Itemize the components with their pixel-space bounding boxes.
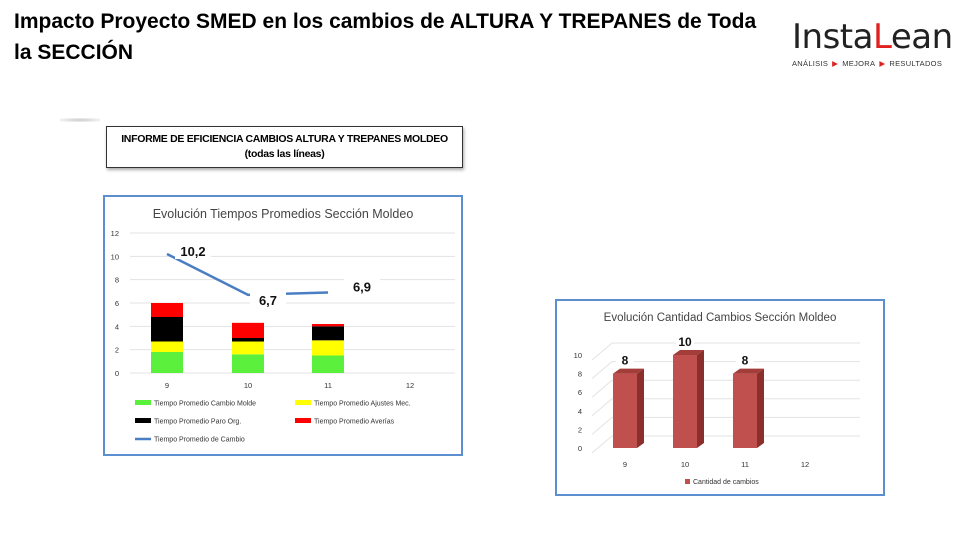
x-tick-label: 9 — [623, 460, 627, 469]
bar-top — [673, 350, 704, 355]
legend-swatch — [135, 400, 151, 405]
y-tick-label: 6 — [115, 299, 119, 308]
gridline — [591, 435, 860, 454]
changes-chart: Evolución Cantidad Cambios Sección Molde… — [555, 299, 885, 496]
y-tick-label: 6 — [578, 388, 582, 397]
y-tick-label: 4 — [578, 407, 582, 416]
y-tick-label: 10 — [111, 252, 119, 261]
x-tick-label: 11 — [324, 381, 332, 390]
data-label-bg — [175, 243, 211, 259]
x-tick-label: 9 — [165, 381, 169, 390]
legend-label: Tiempo Promedio de Cambio — [154, 437, 245, 444]
bar-segment — [232, 322, 264, 338]
gridline — [591, 416, 860, 435]
slide-title: Impacto Proyecto SMED en los cambios de … — [14, 10, 757, 64]
bar — [673, 355, 697, 448]
x-tick-label: 11 — [741, 460, 749, 469]
data-label-bg — [676, 335, 694, 348]
y-tick-label: 4 — [115, 322, 119, 331]
bar-side — [697, 350, 704, 448]
gridline — [591, 398, 860, 417]
logo-tagline: ANÁLISIS ▶ MEJORA ▶ RESULTADOS — [792, 59, 943, 68]
legend-swatch — [685, 479, 690, 484]
decorative-shadow — [60, 118, 100, 122]
report-title-box: INFORME DE EFICIENCIA CAMBIOS ALTURA Y T… — [106, 126, 463, 168]
bar-segment — [232, 341, 264, 355]
bar-segment — [312, 340, 344, 356]
y-tick-label: 2 — [115, 346, 119, 355]
changes-chart-svg: Evolución Cantidad Cambios Sección Molde… — [574, 312, 860, 486]
y-tick-label: 8 — [115, 276, 119, 285]
bar-segment — [312, 326, 344, 341]
bar — [733, 373, 757, 448]
y-tick-label: 10 — [574, 351, 582, 360]
y-tick-label: 0 — [578, 444, 582, 453]
y-tick-label: 2 — [578, 425, 582, 434]
data-label: 8 — [742, 354, 749, 368]
legend-swatch — [295, 418, 311, 423]
data-label-bg — [736, 353, 754, 367]
line-series — [166, 252, 329, 297]
y-tick-label: 8 — [578, 370, 582, 379]
x-tick-label: 12 — [406, 381, 414, 390]
report-subtitle: (todas las líneas) — [244, 148, 325, 160]
legend-label: Tiempo Promedio Averías — [314, 419, 395, 426]
data-label: 10,2 — [180, 244, 205, 259]
times-chart: Evolución Tiempos Promedios Sección Mold… — [103, 195, 463, 456]
bar — [613, 373, 637, 448]
gridline — [591, 361, 860, 379]
instalean-logo: InstaLean ANÁLISIS ▶ MEJORA ▶ RESULTADOS — [792, 16, 958, 69]
legend-label: Cantidad de cambios — [693, 479, 759, 486]
bar-side — [637, 368, 644, 448]
bar-segment — [151, 352, 183, 373]
x-tick-label: 12 — [801, 460, 809, 469]
bar-segment — [232, 354, 264, 373]
gridline — [591, 342, 860, 361]
chart-title: Evolución Tiempos Promedios Sección Mold… — [153, 207, 414, 221]
data-label: 8 — [622, 354, 629, 368]
bar-segment — [151, 303, 183, 317]
chart-title: Evolución Cantidad Cambios Sección Molde… — [604, 312, 837, 324]
data-label-bg — [616, 353, 634, 367]
data-label: 6,9 — [353, 280, 371, 295]
y-tick-label: 12 — [111, 229, 119, 238]
y-tick-label: 0 — [115, 369, 119, 378]
legend-swatch — [135, 418, 151, 423]
data-label-bg — [344, 278, 380, 295]
bar-segment — [232, 338, 264, 342]
bar-top — [613, 368, 644, 374]
data-label-bg — [250, 291, 286, 308]
bar-segment — [312, 324, 344, 327]
bar-segment — [151, 341, 183, 352]
times-chart-svg: Evolución Tiempos Promedios Sección Mold… — [111, 207, 455, 444]
x-tick-label: 10 — [681, 460, 689, 469]
bar-side — [757, 368, 764, 448]
data-label: 6,7 — [259, 293, 277, 308]
bar-top — [733, 368, 764, 374]
bar-segment — [151, 317, 183, 342]
gridline — [591, 379, 860, 398]
logo-wordmark: InstaLean — [792, 17, 953, 57]
data-label: 10 — [678, 335, 692, 349]
legend-swatch — [295, 400, 311, 405]
legend-label: Tiempo Promedio Ajustes Mec. — [314, 401, 411, 408]
report-title: INFORME DE EFICIENCIA CAMBIOS ALTURA Y T… — [121, 133, 448, 145]
legend-label: Tiempo Promedio Paro Org. — [154, 419, 241, 426]
bar-segment — [312, 355, 344, 373]
x-tick-label: 10 — [244, 381, 252, 390]
legend-label: Tiempo Promedio Cambio Molde — [154, 401, 256, 408]
